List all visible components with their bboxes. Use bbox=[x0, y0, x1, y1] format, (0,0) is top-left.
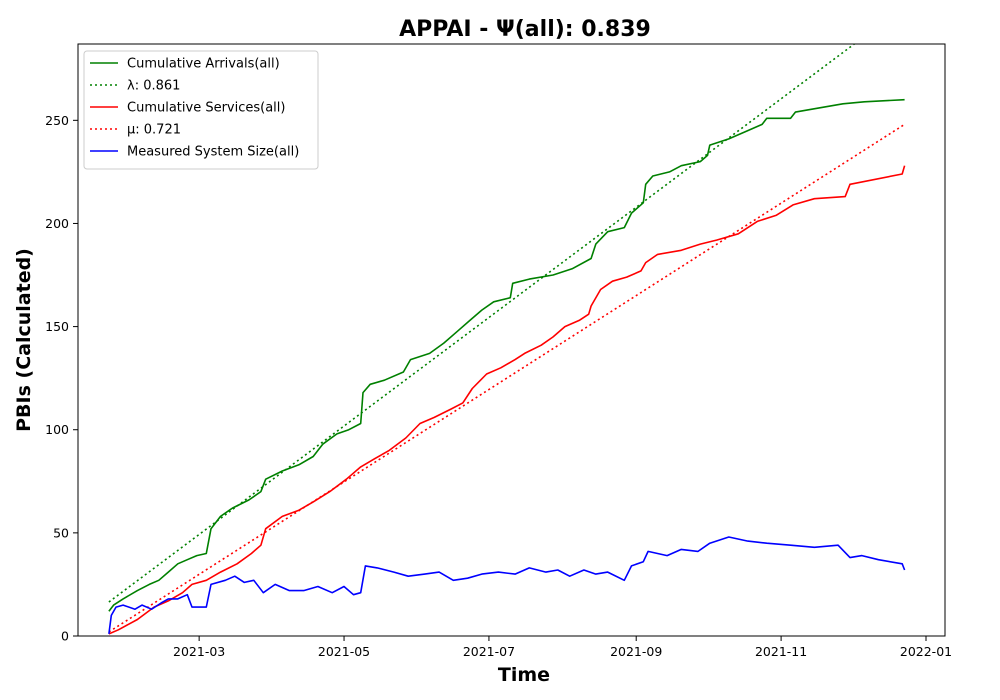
y-tick-label: 50 bbox=[53, 525, 69, 540]
series-group bbox=[108, 44, 906, 635]
y-tick-label: 200 bbox=[45, 216, 69, 231]
series-line-0 bbox=[108, 98, 905, 612]
series-line-3 bbox=[108, 123, 906, 633]
y-tick-label: 100 bbox=[45, 422, 69, 437]
y-tick-label: 250 bbox=[45, 113, 69, 128]
x-axis-label: Time bbox=[498, 664, 550, 686]
legend: Cumulative Arrivals(all) λ: 0.861 Cumulati… bbox=[83, 50, 319, 170]
legend-entry-4: Measured System Size(all) bbox=[127, 145, 299, 160]
legend-box bbox=[83, 50, 319, 170]
legend-entry-0: Cumulative Arrivals(all) bbox=[127, 57, 280, 72]
x-tick-label: 2022-01 bbox=[900, 644, 952, 659]
series-line-1 bbox=[108, 44, 856, 603]
x-tick-label: 2021-05 bbox=[318, 644, 370, 659]
legend-entry-1: λ: 0.861 bbox=[127, 79, 180, 94]
series-line-4 bbox=[108, 536, 906, 635]
legend-entry-2: Cumulative Services(all) bbox=[127, 101, 285, 116]
x-tick-label: 2021-03 bbox=[173, 644, 225, 659]
y-tick-label: 0 bbox=[61, 629, 69, 644]
plot-area: 2021-03 2021-05 2021-07 2021-09 2021-11 2022-… bbox=[45, 43, 952, 659]
x-tick-label: 2021-09 bbox=[610, 644, 662, 659]
chart-title: APPAI - Ψ(all): 0.839 bbox=[399, 17, 651, 42]
plot-frame bbox=[77, 43, 946, 637]
y-axis-label: PBIs (Calculated) bbox=[13, 248, 35, 432]
series-line-2 bbox=[108, 165, 906, 635]
x-tick-label: 2021-11 bbox=[755, 644, 807, 659]
legend-entry-3: μ: 0.721 bbox=[127, 123, 181, 138]
x-tick-label: 2021-07 bbox=[463, 644, 515, 659]
y-tick-label: 150 bbox=[45, 319, 69, 334]
